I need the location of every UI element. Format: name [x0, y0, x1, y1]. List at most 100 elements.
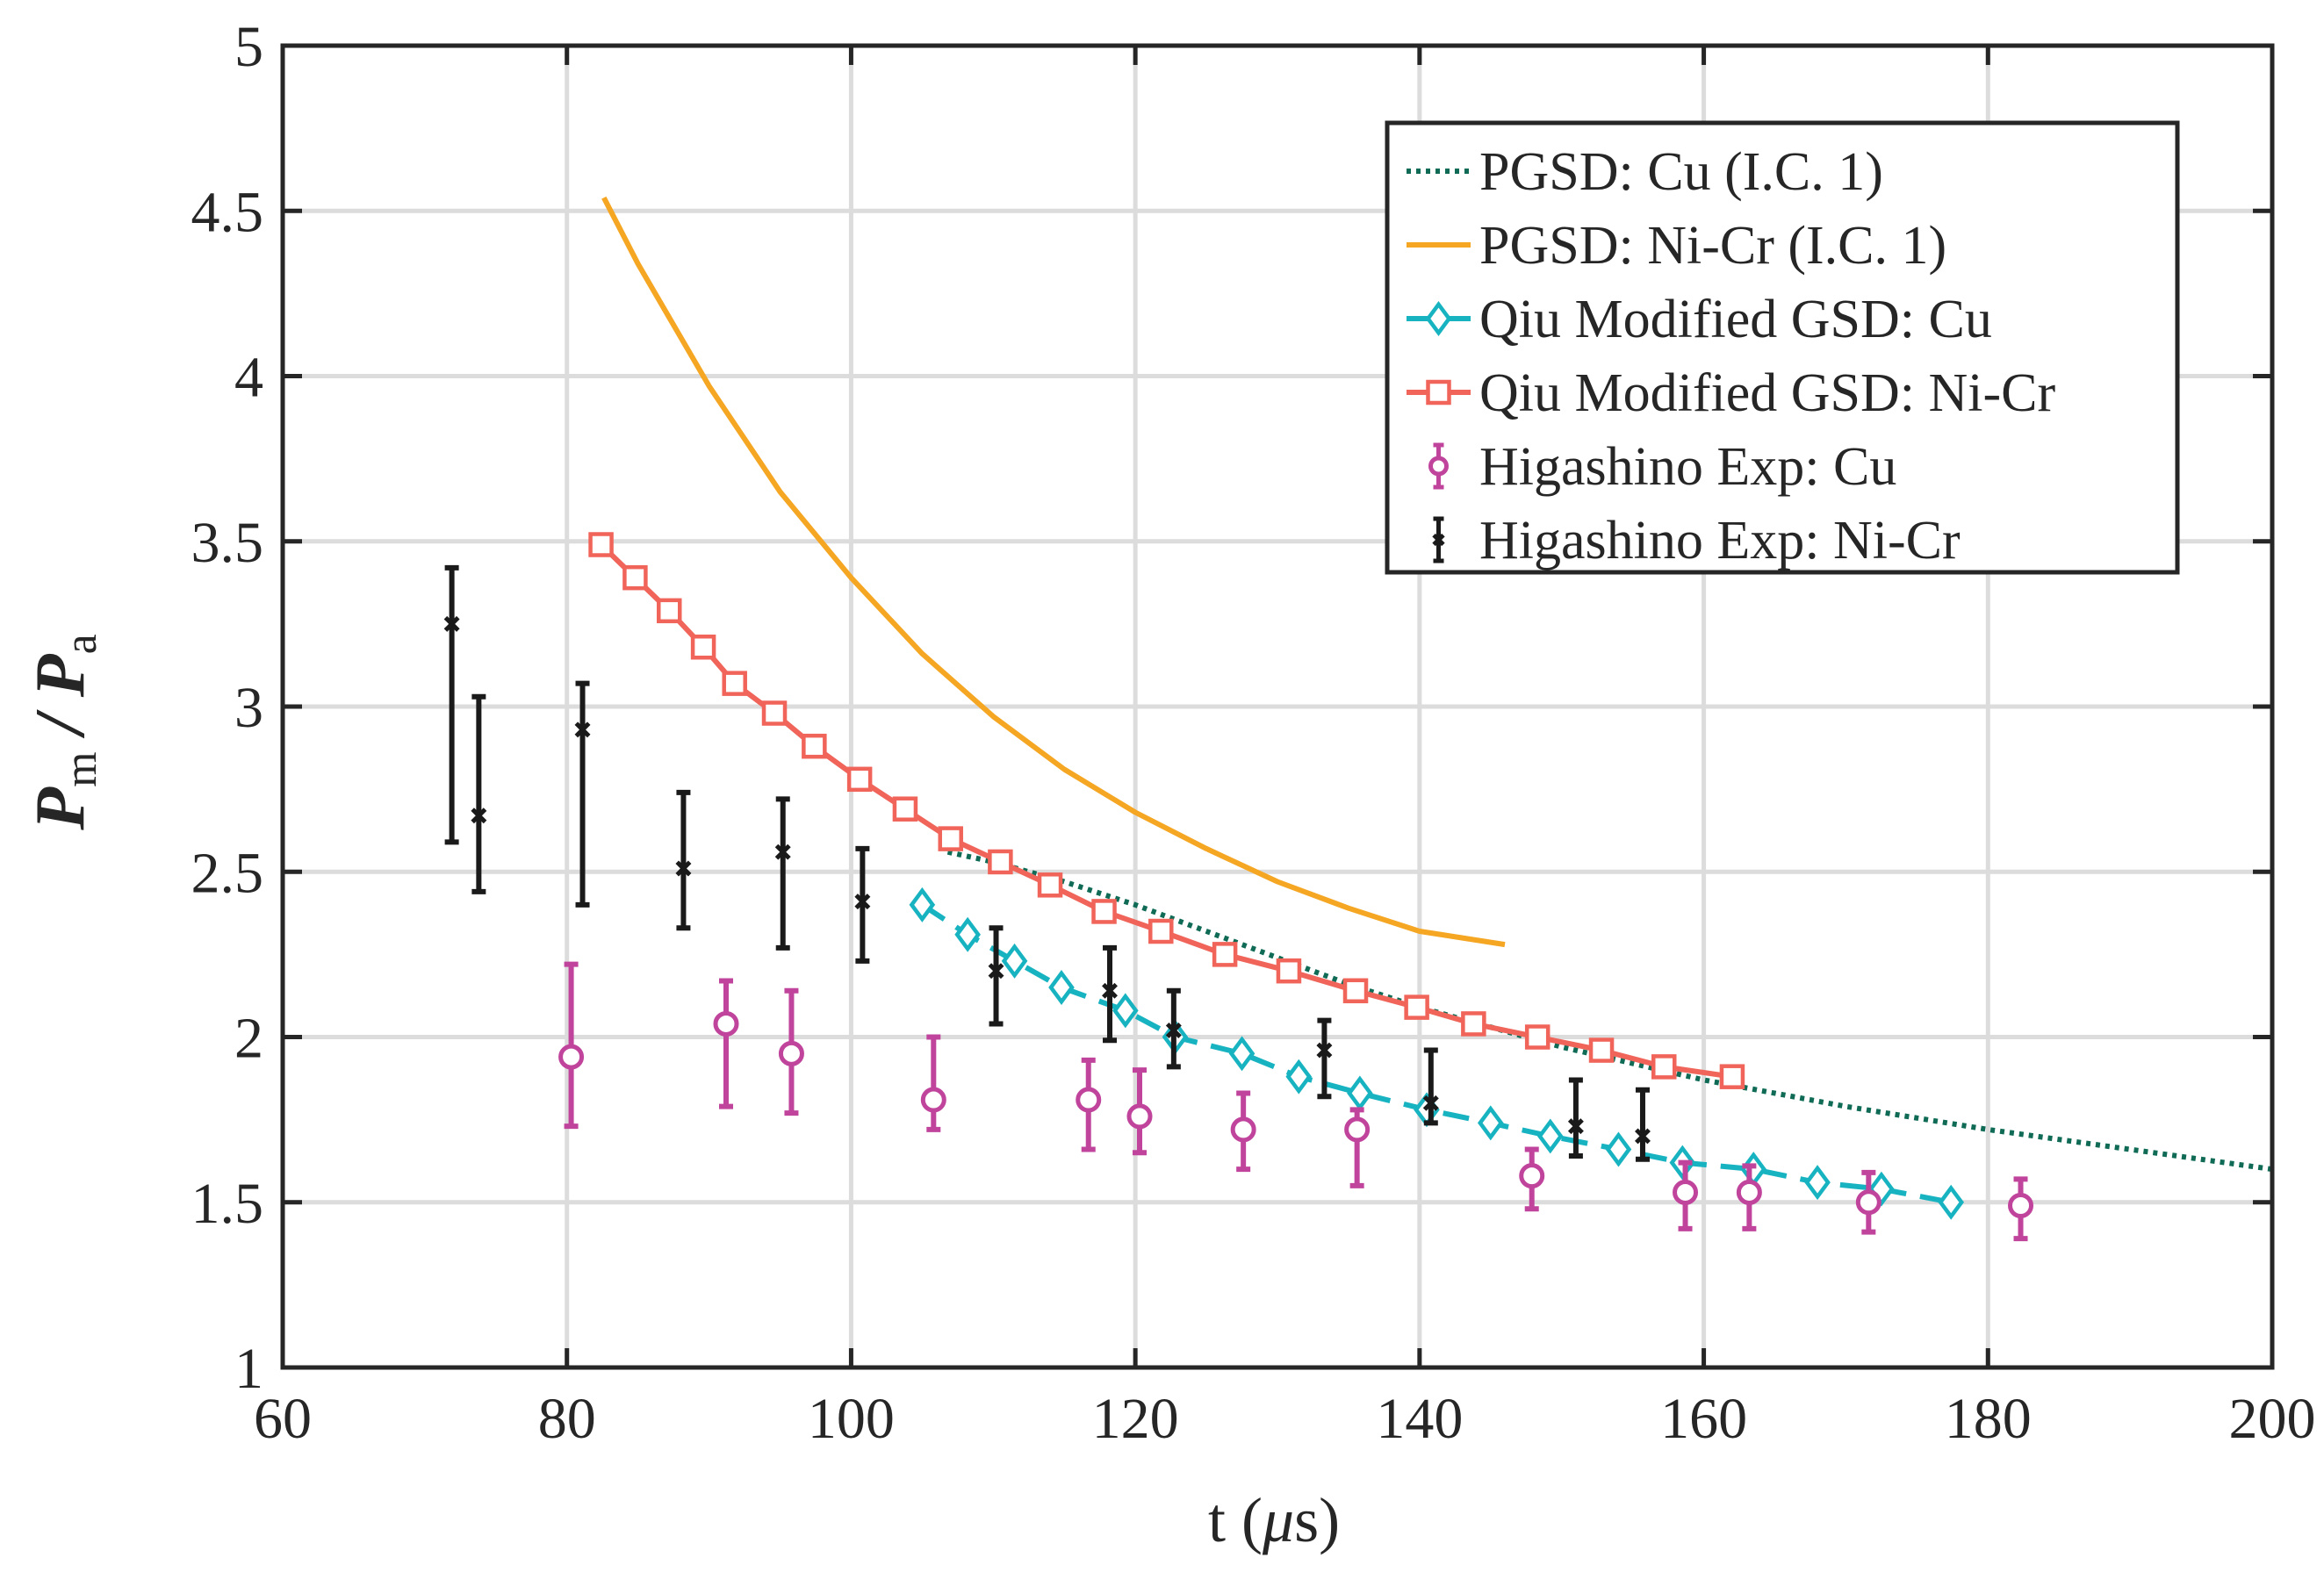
- circle-marker: [1855, 1189, 1882, 1216]
- x-marker-stroke: [1316, 1042, 1333, 1059]
- series-2: [909, 886, 1965, 1220]
- x-marker: [675, 860, 692, 877]
- x-marker: [1165, 1023, 1182, 1038]
- circle-marker: [1673, 1179, 1699, 1205]
- x-tick-label: 120: [1092, 1387, 1179, 1451]
- circle-marker: [2008, 1193, 2034, 1219]
- legend-entry: PGSD: Cu (I.C. 1): [1407, 142, 1883, 202]
- square-marker: [988, 849, 1013, 875]
- legend-label: PGSD: Ni-Cr (I.C. 1): [1479, 216, 1946, 276]
- circle-marker: [558, 1044, 585, 1070]
- diamond-marker: [1868, 1171, 1895, 1207]
- x-tick-label: 60: [254, 1387, 312, 1451]
- square-marker: [622, 564, 648, 591]
- diamond-marker: [1740, 1152, 1767, 1188]
- legend-entry: Qiu Modified GSD: Cu: [1407, 290, 1992, 349]
- circle-marker: [778, 1040, 804, 1066]
- series-1: [601, 196, 1506, 948]
- x-marker-stroke: [1422, 1095, 1439, 1111]
- circle-marker: [1344, 1116, 1371, 1143]
- y-tick-label: 1.5: [191, 1172, 264, 1236]
- x-marker-stroke: [574, 721, 591, 738]
- x-marker: [1316, 1042, 1333, 1059]
- x-marker-stroke: [443, 615, 460, 632]
- circle-marker: [1076, 1087, 1102, 1113]
- square-marker: [1719, 1064, 1745, 1089]
- x-marker-stroke: [854, 894, 871, 910]
- x-marker: [1422, 1095, 1439, 1111]
- square-marker: [588, 532, 614, 557]
- y-tick-label: 2: [234, 1007, 263, 1071]
- legend-label: Higashino Exp: Ni-Cr: [1479, 511, 1961, 571]
- plot-series: [443, 196, 2273, 1242]
- legend-entry: Higashino Exp: Ni-Cr: [1432, 511, 1961, 571]
- x-marker-stroke: [675, 860, 692, 877]
- series-0: [946, 849, 2273, 1173]
- diamond-marker: [1477, 1105, 1504, 1141]
- series-3: [588, 532, 1745, 1089]
- legend-entry: Qiu Modified GSD: Ni-Cr: [1407, 363, 2056, 423]
- square-marker: [1651, 1054, 1677, 1080]
- y-tick-label: 4: [234, 346, 263, 410]
- x-marker-stroke: [1102, 982, 1118, 999]
- x-tick-label: 180: [1945, 1387, 2032, 1451]
- square-marker: [1461, 1011, 1486, 1037]
- diamond-marker: [1228, 1036, 1256, 1072]
- legend-label: Qiu Modified GSD: Cu: [1479, 290, 1992, 349]
- x-marker: [854, 894, 871, 910]
- y-tick-label: 1: [234, 1337, 263, 1401]
- square-marker: [1588, 1037, 1615, 1063]
- x-marker: [1102, 982, 1118, 999]
- diamond-marker: [1347, 1075, 1373, 1111]
- diamond-marker: [1536, 1118, 1564, 1154]
- legend-label: PGSD: Cu (I.C. 1): [1479, 142, 1883, 202]
- diamond-marker: [1425, 301, 1452, 336]
- x-tick-label: 160: [1660, 1387, 1747, 1451]
- x-marker-stroke: [1635, 1128, 1651, 1145]
- diamond-marker: [1001, 943, 1028, 979]
- legend-box: [1385, 120, 2180, 575]
- y-tick-label: 3: [234, 676, 263, 740]
- square-marker: [690, 634, 716, 660]
- series-4: [558, 961, 2034, 1242]
- x-marker: [988, 963, 1004, 980]
- x-tick-label: 80: [538, 1387, 596, 1451]
- diamond-marker: [954, 916, 981, 952]
- series-line: [599, 542, 1733, 1080]
- legend-label: Higashino Exp: Cu: [1479, 437, 1896, 497]
- circle-marker: [1736, 1179, 1762, 1205]
- square-marker: [657, 598, 682, 624]
- x-tick-label: 200: [2229, 1387, 2316, 1451]
- square-marker: [802, 733, 827, 759]
- circle-marker: [1230, 1116, 1256, 1143]
- square-marker: [892, 796, 918, 822]
- y-tick-label: 3.5: [191, 511, 264, 575]
- square-marker: [1148, 918, 1174, 944]
- legend-label: Qiu Modified GSD: Ni-Cr: [1479, 363, 2056, 423]
- diamond-marker: [1112, 993, 1139, 1029]
- x-marker: [774, 843, 791, 860]
- x-marker: [471, 808, 487, 824]
- x-marker: [574, 721, 591, 738]
- circle-marker: [713, 1010, 739, 1037]
- x-axis-label: t (μs): [1208, 1485, 1340, 1555]
- x-marker-stroke: [1165, 1023, 1182, 1038]
- x-marker-stroke: [1432, 533, 1445, 547]
- legend-entry: Higashino Exp: Cu: [1428, 437, 1896, 497]
- y-tick-label: 5: [234, 15, 263, 79]
- x-marker-stroke: [1567, 1118, 1584, 1135]
- diamond-marker: [1048, 970, 1075, 1006]
- square-marker: [761, 700, 788, 726]
- square-marker: [846, 766, 873, 793]
- y-axis-label: Pm / Pa: [22, 634, 106, 831]
- square-marker: [1091, 899, 1117, 924]
- circle-marker: [1126, 1103, 1153, 1130]
- diamond-marker: [1938, 1184, 1965, 1220]
- circle-marker: [920, 1087, 946, 1113]
- square-marker: [1404, 994, 1429, 1020]
- diamond-marker: [1804, 1165, 1831, 1201]
- x-marker: [1432, 533, 1445, 547]
- x-tick-label: 140: [1376, 1387, 1463, 1451]
